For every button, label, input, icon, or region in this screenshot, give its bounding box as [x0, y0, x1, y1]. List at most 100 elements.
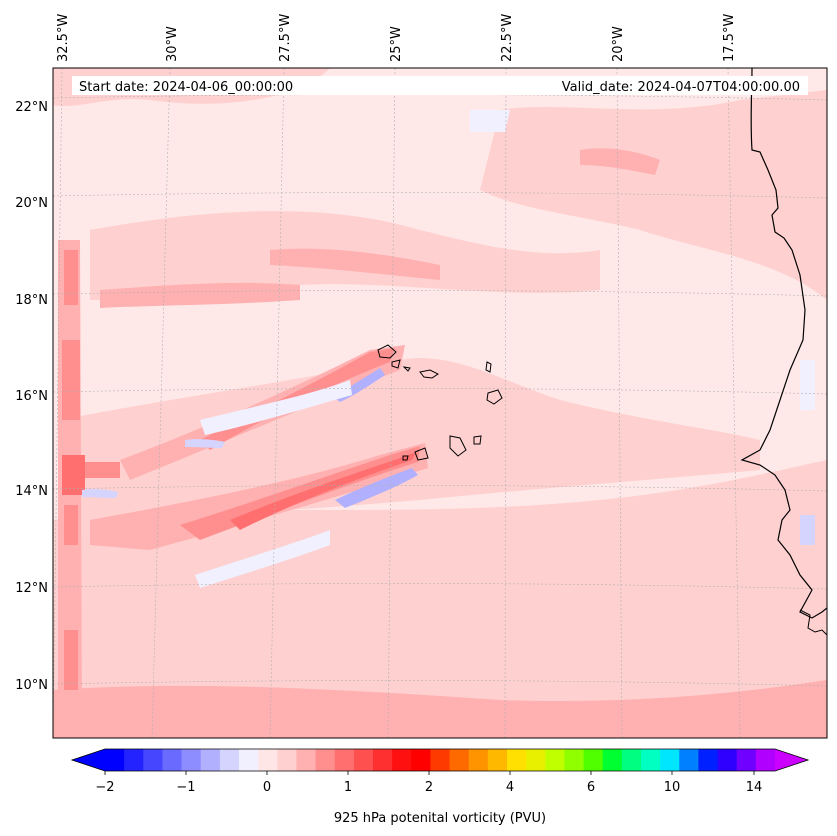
colorbar-cell — [660, 749, 680, 771]
pv-field-region — [100, 282, 300, 308]
colorbar-extend-low — [72, 749, 105, 771]
pv-field-region — [270, 248, 440, 280]
graticule — [53, 68, 827, 738]
map-frame — [52, 67, 828, 739]
pv-negative — [335, 468, 418, 508]
colorbar-tick-label: −1 — [176, 780, 195, 795]
colorbar-cell — [353, 749, 374, 771]
lat-labels: 22°N 20°N 18°N 16°N 14°N 12°N 10°N — [15, 100, 48, 693]
colorbar: −2 −1 0 1 2 4 6 10 14 925 hPa potenital … — [70, 748, 810, 826]
coastline-africa — [740, 68, 827, 619]
colorbar-tick-label: −2 — [95, 780, 114, 795]
colorbar-cell — [583, 749, 604, 771]
lat-label: 12°N — [15, 581, 48, 596]
valid-date-label: Valid_date: 2024-04-07T04:00:00.00 — [562, 80, 800, 95]
lat-label: 22°N — [15, 100, 48, 115]
lat-label: 14°N — [15, 484, 48, 499]
colorbar-cell — [162, 749, 182, 771]
colorbar-cells — [105, 749, 776, 771]
pv-streak — [90, 443, 428, 550]
cape-verde-islands — [377, 344, 503, 461]
lon-label: 25°W — [389, 26, 404, 62]
pv-negative — [185, 439, 225, 448]
colorbar-cell — [507, 749, 527, 771]
pv-field-region — [53, 559, 800, 700]
pv-edge — [64, 505, 78, 545]
colorbar-tick-label: 6 — [587, 780, 595, 795]
colorbar-cell — [296, 749, 316, 771]
pv-field-region — [53, 680, 827, 738]
colorbar-cell — [755, 749, 776, 771]
pv-edge — [64, 630, 78, 690]
colorbar-tick-label: 1 — [344, 780, 352, 795]
colorbar-cell — [679, 749, 699, 771]
colorbar-cell — [449, 749, 470, 771]
pv-negative — [800, 515, 815, 545]
pv-negative — [82, 489, 118, 498]
colorbar-tick-label: 14 — [746, 780, 763, 795]
pv-streak — [230, 452, 416, 530]
pv-edge — [62, 340, 80, 420]
colorbar-cell — [315, 749, 336, 771]
header-box — [72, 76, 808, 95]
colorbar-cell — [258, 749, 278, 771]
lon-labels: 32.5°W 30°W 27.5°W 25°W 22.5°W 20°W 17.5… — [56, 14, 737, 62]
colorbar-cell — [430, 749, 450, 771]
lon-label: 20°W — [611, 26, 626, 62]
colorbar-cell — [411, 749, 431, 771]
colorbar-cell — [545, 749, 565, 771]
colorbar-cell — [392, 749, 412, 771]
colorbar-cell — [373, 749, 393, 771]
lat-label: 20°N — [15, 196, 48, 211]
lat-label: 16°N — [15, 389, 48, 404]
colorbar-cell — [200, 749, 221, 771]
colorbar-cell — [717, 749, 738, 771]
pv-edge — [64, 250, 78, 305]
colorbar-tick-label: 10 — [664, 780, 681, 795]
colorbar-cell — [564, 749, 584, 771]
pv-field-region — [60, 358, 760, 520]
pv-edge — [62, 455, 85, 495]
colorbar-cell — [143, 749, 163, 771]
lon-label: 30°W — [165, 26, 180, 62]
colorbar-extend-high — [775, 749, 808, 771]
colorbar-cell — [277, 749, 297, 771]
lon-label: 22.5°W — [500, 14, 515, 62]
colorbar-cell — [181, 749, 202, 771]
colorbar-cell — [219, 749, 240, 771]
colorbar-title: 925 hPa potenital vorticity (PVU) — [334, 811, 546, 826]
lat-label: 10°N — [15, 678, 48, 693]
colorbar-tick-label: 4 — [506, 780, 514, 795]
colorbar-tick-label: 2 — [425, 780, 433, 795]
pv-negative — [195, 530, 330, 588]
colorbar-tick-label: 0 — [263, 780, 271, 795]
colorbar-tick-labels: −2 −1 0 1 2 4 6 10 14 — [95, 780, 762, 795]
pv-field-region — [480, 90, 827, 300]
colorbar-cell — [334, 749, 355, 771]
colorbar-cell — [468, 749, 489, 771]
lon-label: 32.5°W — [56, 14, 71, 62]
colorbar-cell — [487, 749, 508, 771]
colorbar-cell — [105, 749, 125, 771]
colorbar-cell — [641, 749, 661, 771]
coastline-africa — [799, 609, 827, 636]
colorbar-cell — [124, 749, 144, 771]
colorbar-cell — [239, 749, 259, 771]
colorbar-ticks — [104, 771, 755, 775]
lon-label: 17.5°W — [722, 14, 737, 62]
lon-label: 27.5°W — [278, 14, 293, 62]
lat-label: 18°N — [15, 293, 48, 308]
colorbar-cell — [736, 749, 757, 771]
pv-field-region — [580, 148, 660, 175]
pv-negative — [470, 110, 510, 132]
map-panel — [53, 68, 827, 738]
colorbar-cell — [621, 749, 642, 771]
pv-edge — [85, 462, 120, 478]
colorbar-cell — [602, 749, 623, 771]
start-date-label: Start date: 2024-04-06_00:00:00 — [79, 80, 293, 95]
pv-negative — [200, 380, 352, 435]
colorbar-cell — [526, 749, 546, 771]
colorbar-cell — [698, 749, 718, 771]
pv-negative — [800, 360, 815, 410]
